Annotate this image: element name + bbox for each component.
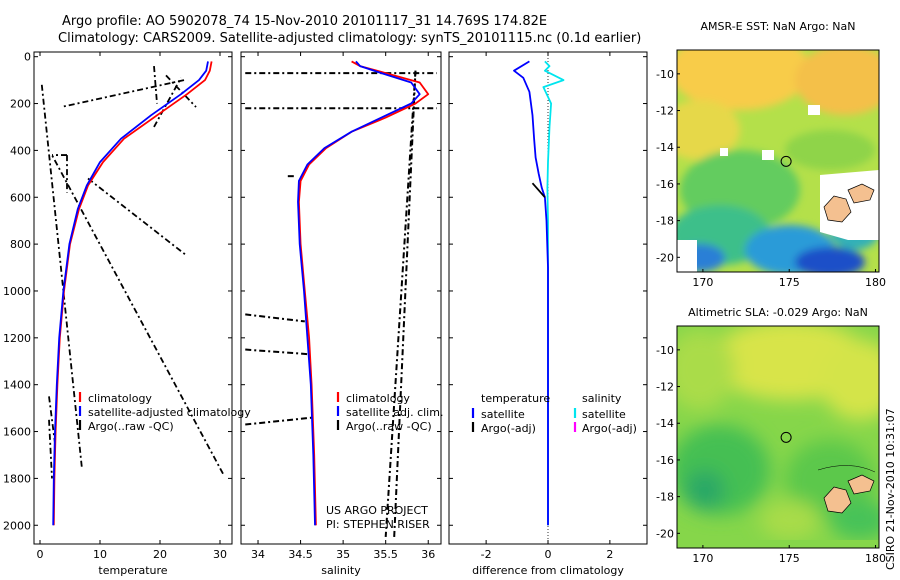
- temperature-y-tick-label: 1200: [3, 332, 31, 345]
- difference-salinity-satellite-line: [542, 60, 565, 526]
- sst-map-y-tick-label: -16: [656, 178, 674, 191]
- sst-map-x-tick-label: 180: [865, 276, 886, 289]
- figure-title-line1: Argo profile: AO 5902078_74 15-Nov-2010 …: [62, 14, 547, 29]
- salinity-pi-annotation: US ARGO PROJECT: [326, 504, 428, 517]
- salinity-axes-frame: [240, 51, 442, 545]
- temperature-axes-frame: [33, 51, 233, 545]
- temperature-y-tick-label: 0: [24, 51, 31, 64]
- salinity-argo-segment: [384, 70, 417, 538]
- difference-x-axis-label: difference from climatology: [472, 564, 624, 577]
- sst-map-y-tick-label: -12: [656, 105, 674, 118]
- sst-map-y-tick-label: -10: [656, 68, 674, 81]
- temperature-x-axis-label: temperature: [98, 564, 167, 577]
- temperature-x-tick-label: 20: [153, 548, 167, 561]
- sla-heatmap: [677, 326, 879, 548]
- sst-argo-position-marker: [780, 155, 792, 167]
- difference-temperature-satellite-line: [513, 60, 549, 526]
- salinity-climatology-line: [297, 60, 430, 526]
- temperature-argo-segment: [153, 65, 158, 104]
- figure-title-line2: Climatology: CARS2009. Satellite-adjuste…: [58, 31, 641, 46]
- credit-stamp: CSIRO 21-Nov-2010 10:31:07: [884, 408, 897, 570]
- temperature-x-tick-label: 10: [93, 548, 107, 561]
- sst-map-x-tick-label: 175: [779, 276, 800, 289]
- sla-map-x-tick-label: 175: [779, 552, 800, 565]
- difference-legend-label-salinity: satellite: [582, 408, 626, 421]
- sst-map-panel: AMSR-E SST: NaN Argo: NaN: [656, 20, 886, 289]
- salinity-argo-segment: [245, 416, 314, 426]
- temperature-y-tick-label: 400: [10, 144, 31, 157]
- temperature-argo-segment: [40, 84, 83, 470]
- temperature-argo-segment: [48, 396, 56, 444]
- difference-legend-label-salinity: Argo(-adj): [582, 422, 637, 435]
- temperature-legend-label: satellite-adjusted climatology: [88, 406, 251, 419]
- temperature-argo-segment: [153, 77, 182, 128]
- temperature-legend-label: Argo(..raw -QC): [88, 420, 174, 433]
- sla-map-y-tick-label: -18: [656, 491, 674, 504]
- sla-map-y-tick-label: -16: [656, 454, 674, 467]
- sla-map-y-tick-label: -14: [656, 417, 674, 430]
- temperature-y-tick-label: 600: [10, 191, 31, 204]
- difference-panel: -2 0 2 difference from climatology temperatu…: [448, 51, 648, 577]
- sst-map-title: AMSR-E SST: NaN Argo: NaN: [701, 20, 856, 33]
- temperature-y-tick-label: 200: [10, 98, 31, 111]
- temperature-x-tick-label: 0: [37, 548, 44, 561]
- difference-legend-label-temperature: satellite: [481, 408, 525, 421]
- sla-map-x-tick-label: 170: [692, 552, 713, 565]
- sla-argo-position-marker: [780, 431, 792, 443]
- sst-map-y-tick-label: -18: [656, 215, 674, 228]
- temperature-argo-segment: [60, 79, 185, 108]
- sla-map-y-tick-label: -10: [656, 344, 674, 357]
- temperature-argo-segment: [48, 419, 53, 479]
- difference-legend-label-temperature: Argo(-adj): [481, 422, 536, 435]
- salinity-panel: 34 34.5 35 35.5 36 salinity climatologysatelli…: [240, 51, 443, 577]
- difference-legend-title-salinity: salinity: [582, 392, 622, 405]
- temperature-y-tick-label: 800: [10, 238, 31, 251]
- difference-temperature-argo-line: [531, 182, 546, 198]
- temperature-climatology-line: [52, 61, 213, 526]
- temperature-argo-segment: [51, 154, 224, 475]
- sst-map-y-tick-label: -14: [656, 141, 674, 154]
- temperature-satellite-line: [52, 61, 209, 526]
- salinity-legend-label: climatology: [346, 392, 410, 405]
- temperature-legend-label: climatology: [88, 392, 152, 405]
- temperature-argo-segment: [87, 177, 188, 257]
- difference-x-tick-label: 0: [545, 548, 552, 561]
- salinity-satellite-line: [297, 60, 421, 526]
- sla-map-title: Altimetric SLA: -0.029 Argo: NaN: [688, 306, 868, 319]
- temperature-panel: 0 10 20 30 0 200 400 600 800 1000 1200 1400 1600 1800…: [3, 51, 251, 577]
- salinity-argo-segment: [245, 348, 310, 356]
- difference-x-tick-label: -2: [481, 548, 492, 561]
- sst-map-y-tick-label: -20: [656, 251, 674, 264]
- temperature-y-tick-label: 1000: [3, 285, 31, 298]
- temperature-y-tick-label: 1400: [3, 379, 31, 392]
- sla-map-y-tick-label: -20: [656, 527, 674, 540]
- salinity-x-tick-label: 35: [336, 548, 350, 561]
- salinity-x-axis-label: salinity: [321, 564, 361, 577]
- temperature-y-tick-label: 1600: [3, 426, 31, 439]
- difference-x-tick-label: 2: [606, 548, 613, 561]
- temperature-x-tick-label: 30: [213, 548, 227, 561]
- sla-map-y-tick-label: -12: [656, 381, 674, 394]
- salinity-argo-segment: [393, 70, 417, 538]
- salinity-x-tick-label: 34.5: [288, 548, 313, 561]
- salinity-x-tick-label: 35.5: [373, 548, 398, 561]
- sla-map-panel: Altimetric SLA: -0.029 Argo: NaN 170 175 1…: [656, 306, 886, 565]
- sst-map-x-tick-label: 170: [692, 276, 713, 289]
- sst-heatmap: [677, 50, 879, 272]
- temperature-y-tick-label: 1800: [3, 472, 31, 485]
- salinity-legend-label: satellite adj. clim.: [346, 406, 443, 419]
- salinity-x-tick-label: 36: [421, 548, 435, 561]
- salinity-pi-annotation: PI: STEPHEN RISER: [326, 518, 430, 531]
- temperature-y-tick-label: 2000: [3, 519, 31, 532]
- salinity-argo-segment: [245, 313, 305, 323]
- sla-map-x-tick-label: 180: [865, 552, 886, 565]
- difference-legend-title-temperature: temperature: [481, 392, 550, 405]
- salinity-legend-label: Argo(..raw -QC): [346, 420, 432, 433]
- salinity-x-tick-label: 34: [251, 548, 265, 561]
